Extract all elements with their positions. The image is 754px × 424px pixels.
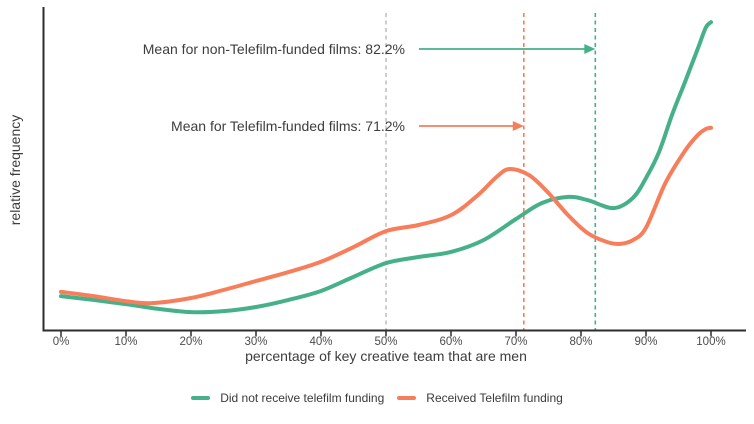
x-tick-label: 80% bbox=[569, 336, 593, 348]
x-tick-label: 20% bbox=[179, 336, 203, 348]
x-tick-label: 50% bbox=[374, 336, 398, 348]
annotation-non-telefilm-mean: Mean for non-Telefilm-funded films: 82.2… bbox=[142, 41, 405, 57]
curve-telefilm bbox=[59, 125, 713, 306]
x-tick-label: 60% bbox=[439, 336, 463, 348]
x-tick-label: 40% bbox=[309, 336, 333, 348]
curve-non-telefilm bbox=[59, 20, 713, 315]
annotation-arrowhead-non-telefilm-mean bbox=[584, 44, 596, 54]
legend-item-non-telefilm: Did not receive telefilm funding bbox=[191, 391, 384, 405]
y-axis-title: relative frequency bbox=[7, 114, 23, 226]
annotation-arrowhead-telefilm-mean bbox=[512, 121, 524, 131]
legend-label-telefilm: Received Telefilm funding bbox=[426, 391, 563, 405]
x-tick-label: 0% bbox=[52, 336, 70, 348]
x-tick-label: 90% bbox=[634, 336, 658, 348]
legend-item-telefilm: Received Telefilm funding bbox=[397, 391, 563, 405]
legend-key-non-telefilm bbox=[191, 396, 211, 400]
x-axis-title: percentage of key creative team that are… bbox=[245, 348, 527, 364]
x-tick-label: 70% bbox=[504, 336, 528, 348]
x-tick-label: 30% bbox=[244, 336, 268, 348]
x-tick-label: 10% bbox=[114, 336, 138, 348]
x-tick-label: 100% bbox=[696, 336, 726, 348]
legend-label-non-telefilm: Did not receive telefilm funding bbox=[220, 391, 385, 405]
annotation-telefilm-mean: Mean for Telefilm-funded films: 71.2% bbox=[171, 118, 405, 134]
legend-key-telefilm bbox=[397, 396, 417, 400]
legend: Did not receive telefilm funding Receive… bbox=[0, 389, 754, 407]
